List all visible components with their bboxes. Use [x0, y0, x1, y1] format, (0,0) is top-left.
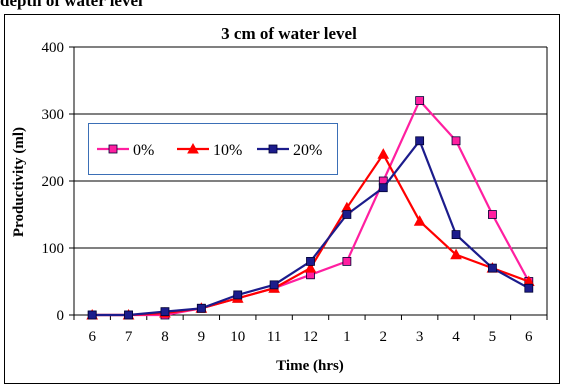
- data-point: [306, 256, 315, 266]
- series-20%: [87, 136, 534, 320]
- y-tick-label: 0: [57, 308, 65, 324]
- data-point: [233, 290, 243, 300]
- y-tick-label: 300: [42, 107, 65, 123]
- x-tick-label: 9: [198, 329, 206, 345]
- x-tick-label: 10: [230, 329, 245, 345]
- top-caption: depth of water level: [0, 0, 143, 10]
- x-tick-label: 6: [525, 329, 533, 345]
- x-tick-label: 5: [489, 329, 497, 345]
- data-point: [488, 263, 497, 273]
- legend-label-0%: 0%: [133, 142, 154, 159]
- data-point: [415, 136, 425, 146]
- x-tick-label: 6: [88, 329, 96, 345]
- data-point: [451, 230, 461, 240]
- x-tick-label: 7: [125, 329, 133, 345]
- legend-marker-20%: [268, 144, 278, 154]
- data-point: [415, 96, 425, 105]
- y-tick-label: 100: [42, 241, 65, 257]
- chart-title: 3 cm of water level: [221, 24, 357, 43]
- data-point: [160, 307, 170, 317]
- legend-marker-10%: [187, 142, 199, 154]
- data-point: [269, 280, 279, 290]
- y-axis-label: Productivity (ml): [11, 127, 27, 237]
- x-tick-label: 1: [343, 329, 351, 345]
- data-point: [377, 148, 390, 159]
- legend: 0% 10% 20%: [88, 123, 338, 175]
- legend-svg: 0% 10% 20%: [97, 142, 322, 159]
- data-point: [304, 262, 317, 273]
- data-point: [342, 256, 352, 266]
- y-tick-label: 400: [42, 40, 65, 56]
- legend-label-10%: 10%: [213, 142, 242, 159]
- series-line-10%: [92, 152, 530, 317]
- legend-marker-0%: [108, 144, 118, 154]
- gridlines: [74, 46, 547, 249]
- x-tick-label: 11: [267, 329, 281, 345]
- series-layer: [86, 96, 535, 320]
- y-tick-label: 200: [42, 174, 65, 190]
- data-point: [451, 136, 461, 146]
- data-point: [87, 310, 97, 320]
- data-point: [413, 215, 426, 226]
- x-tick-label: 3: [416, 329, 424, 345]
- data-point: [342, 210, 352, 219]
- x-tick-label: 2: [380, 329, 388, 345]
- data-point: [524, 283, 534, 293]
- data-point: [450, 248, 462, 260]
- data-point: [488, 210, 497, 219]
- data-point: [124, 310, 133, 320]
- x-tick-label: 8: [161, 329, 169, 345]
- legend-label-20%: 20%: [293, 142, 322, 159]
- x-tick-label: 12: [303, 329, 318, 345]
- x-axis-label: Time (hrs): [276, 358, 344, 374]
- data-point: [196, 303, 206, 313]
- x-tick-label: 4: [452, 329, 460, 345]
- data-point: [378, 183, 388, 193]
- chart-frame: [4, 14, 560, 384]
